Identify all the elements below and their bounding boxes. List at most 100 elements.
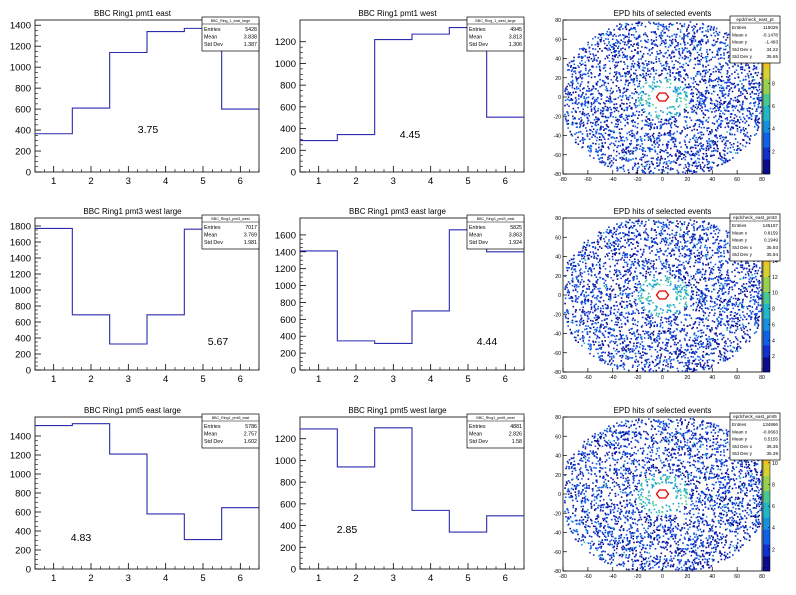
hit-cell	[619, 166, 621, 169]
hit-cell	[643, 135, 646, 137]
hit-cell	[573, 254, 575, 257]
hit-cell	[687, 163, 690, 165]
stats-label: Std Dev x	[732, 47, 753, 52]
hit-cell	[697, 165, 700, 167]
hit-cell	[678, 71, 680, 73]
hit-cell	[621, 257, 623, 259]
hit-cell	[592, 294, 595, 297]
hit-cell	[692, 152, 694, 155]
hit-cell	[642, 149, 644, 152]
hit-cell	[644, 39, 646, 42]
hit-cell	[713, 110, 716, 113]
hit-cell	[694, 155, 696, 157]
hit-cell	[644, 40, 647, 43]
hit-cell	[696, 73, 699, 76]
hit-cell	[673, 76, 676, 78]
hit-cell	[592, 134, 595, 136]
hit-cell	[595, 303, 598, 305]
hit-cell	[706, 145, 709, 147]
hit-cell	[619, 121, 622, 123]
hit-cell	[597, 123, 599, 126]
hit-cell	[688, 163, 691, 166]
hit-cell	[580, 105, 583, 107]
hit-cell	[714, 226, 717, 228]
hit-cell	[675, 288, 678, 290]
hit-cell	[689, 52, 691, 54]
stats-value: 5428	[245, 27, 257, 33]
hit-cell	[657, 117, 660, 120]
hit-cell	[705, 69, 708, 71]
chart-title: BBC Ring1 pmt1 east	[94, 9, 172, 18]
hit-cell	[666, 113, 669, 115]
hit-cell	[665, 25, 667, 28]
hit-cell	[725, 62, 727, 64]
hit-cell	[719, 106, 721, 109]
hit-cell	[674, 341, 676, 344]
hit-cell	[624, 256, 626, 258]
hit-cell	[577, 279, 580, 282]
hit-cell	[726, 232, 729, 234]
hit-cell	[692, 82, 694, 85]
hit-cell	[616, 106, 618, 109]
hit-cell	[745, 262, 747, 265]
hit-cell	[718, 316, 720, 318]
hit-cell	[697, 44, 700, 46]
hit-cell	[608, 129, 611, 131]
hit-cell	[634, 28, 637, 31]
hit-cell	[718, 86, 721, 89]
hit-cell	[715, 129, 718, 132]
hit-cell	[696, 167, 698, 169]
hit-cell	[609, 310, 612, 312]
hit-cell	[620, 336, 623, 339]
hit-cell	[744, 88, 747, 91]
hit-cell	[734, 305, 737, 307]
hit-cell	[599, 111, 602, 114]
hit-cell	[638, 114, 640, 117]
hit-cell	[594, 333, 596, 336]
hit-cell	[755, 93, 758, 95]
hit-cell	[727, 159, 729, 162]
hit-cell	[634, 72, 636, 75]
hit-cell	[697, 132, 700, 135]
hit-cell	[583, 48, 586, 50]
hit-cell	[566, 310, 568, 312]
hit-cell	[623, 301, 625, 303]
hit-cell	[670, 112, 673, 115]
hit-cell	[572, 66, 575, 69]
hit-cell	[620, 337, 622, 340]
hit-cell	[709, 132, 712, 135]
hit-cell	[571, 300, 574, 303]
hit-cell	[667, 143, 669, 146]
hit-cell	[701, 106, 703, 108]
hit-cell	[652, 163, 655, 166]
hit-cell	[689, 219, 692, 221]
hit-cell	[676, 159, 678, 161]
hit-cell	[594, 36, 597, 38]
hit-cell	[584, 138, 586, 141]
hit-cell	[696, 100, 699, 102]
hit-cell	[645, 279, 648, 282]
hit-cell	[688, 222, 690, 225]
hit-cell	[723, 305, 725, 307]
hit-cell	[719, 103, 721, 106]
hit-cell	[727, 56, 730, 59]
hit-cell	[585, 127, 587, 129]
hit-cell	[642, 108, 645, 110]
hit-cell	[625, 22, 627, 25]
hit-cell	[566, 283, 568, 286]
hit-cell	[637, 138, 640, 141]
hit-cell	[637, 35, 640, 38]
hit-cell	[616, 304, 618, 307]
hit-cell	[634, 121, 636, 123]
hit-cell	[719, 358, 722, 361]
hit-cell	[645, 79, 647, 82]
hit-cell	[723, 323, 725, 325]
hit-cell	[686, 293, 689, 296]
hit-cell	[646, 134, 648, 136]
hit-cell	[680, 153, 682, 156]
hit-cell	[676, 98, 678, 100]
hit-cell	[581, 57, 583, 59]
hit-cell	[738, 304, 740, 306]
hit-cell	[576, 126, 578, 129]
hit-cell	[631, 319, 634, 321]
